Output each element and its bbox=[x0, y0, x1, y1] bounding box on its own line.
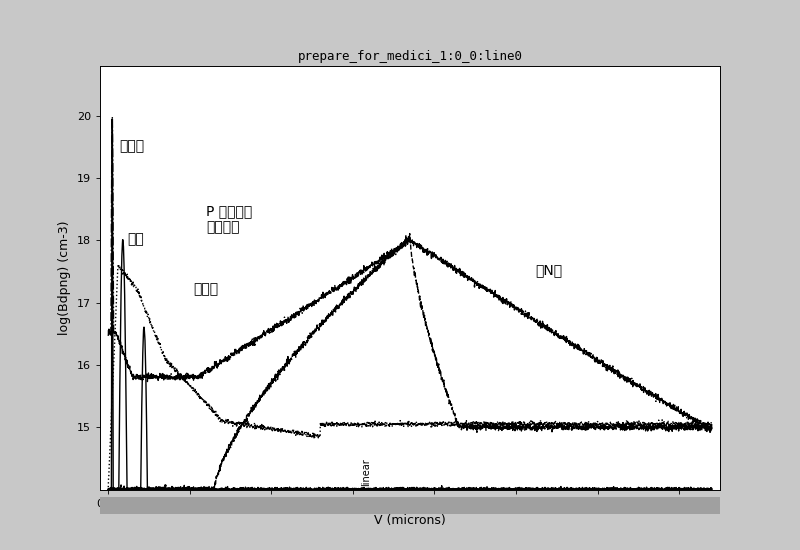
X-axis label: V (microns): V (microns) bbox=[374, 514, 446, 527]
Text: 集电区: 集电区 bbox=[193, 282, 218, 296]
Title: prepare_for_medici_1:0_0:line0: prepare_for_medici_1:0_0:line0 bbox=[298, 51, 522, 63]
Text: P 阱注入后
的集电区: P 阱注入后 的集电区 bbox=[206, 204, 252, 234]
Text: 深N阱: 深N阱 bbox=[536, 263, 562, 278]
Text: 发射区: 发射区 bbox=[119, 139, 145, 153]
Y-axis label: log(Bdpng) (cm-3): log(Bdpng) (cm-3) bbox=[58, 221, 71, 335]
Text: 基区: 基区 bbox=[128, 233, 145, 246]
Text: linear: linear bbox=[361, 459, 371, 486]
